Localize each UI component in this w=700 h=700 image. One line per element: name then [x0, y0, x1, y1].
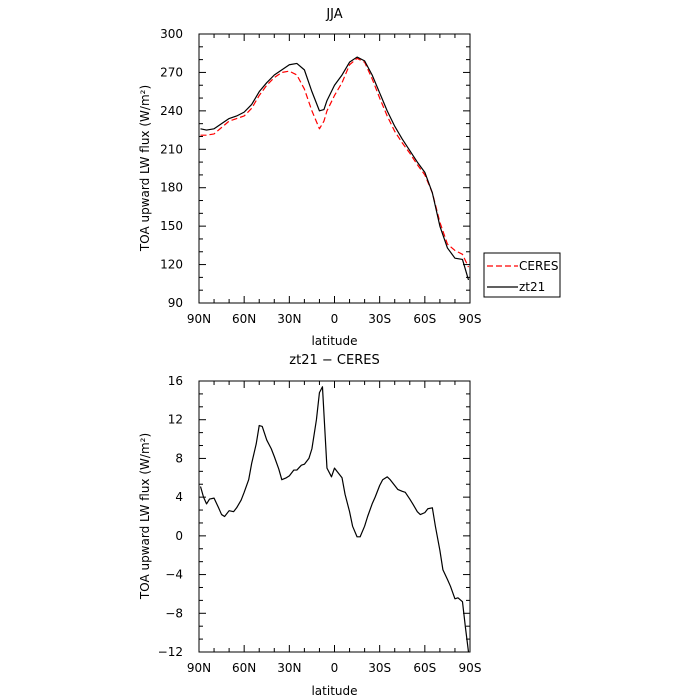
bottom-panel: zt21 − CERES latitude TOA upward LW flux… [138, 353, 481, 698]
top-panel-title: JJA [325, 7, 342, 22]
bottom-x-tick-label: 60N [232, 661, 256, 675]
top-y-tick-label: 180 [160, 181, 183, 195]
top-y-tick-label: 300 [160, 27, 183, 41]
top-y-tick-label: 150 [160, 219, 183, 233]
bottom-x-tick-label: 30S [368, 661, 391, 675]
top-x-tick-label: 60S [413, 312, 436, 326]
top-x-tick-label: 90S [459, 312, 482, 326]
bottom-y-tick-label: 4 [175, 490, 183, 504]
top-panel: JJA latitude TOA upward LW flux (W/m²) 9… [138, 7, 561, 348]
bottom-series-line-bottom-difference [199, 386, 470, 653]
bottom-panel-title: zt21 − CERES [289, 353, 379, 368]
top-x-tick-label: 60N [232, 312, 256, 326]
top-series-group [200, 56, 470, 281]
bottom-y-tick-label: 16 [168, 374, 183, 388]
top-x-tick-label: 0 [331, 312, 339, 326]
top-y-tick-label: 210 [160, 142, 183, 156]
top-y-tick-label: 90 [168, 296, 183, 310]
top-y-axis-label: TOA upward LW flux (W/m²) [138, 85, 152, 252]
bottom-y-tick-label: 0 [175, 529, 183, 543]
bottom-x-tick-label: 90N [187, 661, 211, 675]
bottom-y-tick-label: 12 [168, 413, 183, 427]
top-x-tick-label: 90N [187, 312, 211, 326]
top-axis-ticks: 90N 60N 30N 0 30S 60S 90S 90 120 150 180 210 240 270 3… [160, 27, 481, 326]
bottom-plot-frame [198, 380, 471, 653]
bottom-x-tick-label: 60S [413, 661, 436, 675]
top-plot-frame [198, 33, 471, 304]
top-y-tick-label: 120 [160, 258, 183, 272]
bottom-x-tick-label: 90S [459, 661, 482, 675]
legend: CERES zt21 [483, 252, 561, 298]
legend-ceres-label: CERES [519, 259, 559, 273]
legend-zt21-label: zt21 [519, 280, 545, 294]
top-x-tick-label: 30S [368, 312, 391, 326]
top-y-tick-label: 240 [160, 104, 183, 118]
bottom-y-tick-label: −12 [158, 645, 183, 659]
bottom-y-axis-label: TOA upward LW flux (W/m²) [138, 433, 152, 600]
bottom-series-group [199, 386, 470, 653]
top-y-tick-label: 270 [160, 65, 183, 79]
top-series-line-zt21 [200, 56, 470, 281]
top-x-axis-label: latitude [311, 334, 357, 348]
bottom-y-tick-label: 8 [175, 451, 183, 465]
bottom-x-axis-label: latitude [311, 684, 357, 698]
bottom-y-tick-label: −8 [165, 606, 183, 620]
legend-box [483, 252, 561, 298]
bottom-axis-ticks: 90N 60N 30N 0 30S 60S 90S −12 −8 −4 0 4 8 12 16 [158, 374, 482, 675]
bottom-x-tick-label: 0 [331, 661, 339, 675]
top-x-tick-label: 30N [277, 312, 301, 326]
top-series-line-ceres [200, 57, 470, 268]
bottom-y-tick-label: −4 [165, 568, 183, 582]
bottom-x-tick-label: 30N [277, 661, 301, 675]
